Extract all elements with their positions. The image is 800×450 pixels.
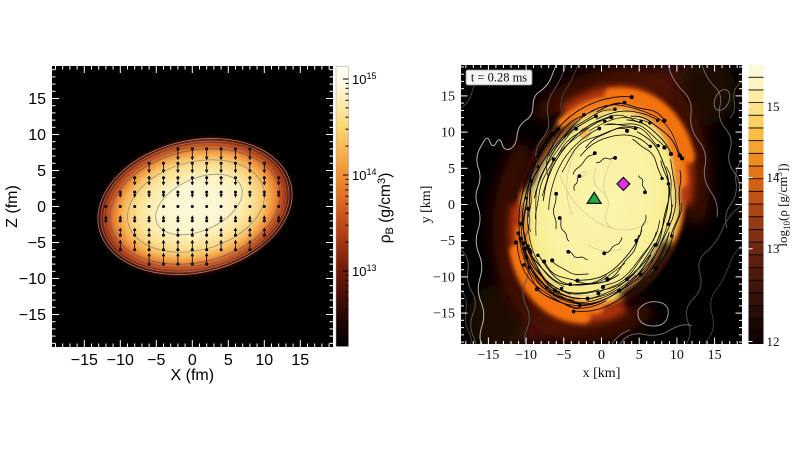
svg-text:14: 14 [767,170,781,185]
svg-text:0: 0 [598,348,605,363]
svg-text:12: 12 [767,334,780,349]
svg-text:0: 0 [188,352,197,369]
svg-text:x [km]: x [km] [583,366,621,381]
svg-text:−10: −10 [515,348,537,363]
svg-text:0: 0 [448,198,455,213]
svg-text:−15: −15 [71,352,98,369]
svg-text:5: 5 [636,348,643,363]
svg-text:−10: −10 [19,271,46,288]
svg-text:t = 0.28 ms: t = 0.28 ms [471,71,527,85]
svg-text:−15: −15 [19,307,46,324]
svg-text:5: 5 [448,162,455,177]
svg-text:15: 15 [28,91,46,108]
svg-text:5: 5 [37,163,46,180]
svg-text:Z (fm): Z (fm) [4,185,21,228]
svg-text:10: 10 [255,352,273,369]
svg-text:−15: −15 [477,348,499,363]
svg-text:y [km]: y [km] [419,186,434,224]
svg-text:−5: −5 [147,352,165,369]
svg-text:−5: −5 [28,235,46,252]
svg-text:−5: −5 [440,234,455,249]
svg-text:13: 13 [767,241,780,256]
svg-text:5: 5 [224,352,233,369]
svg-text:−10: −10 [107,352,134,369]
svg-text:ρB (g/cm3): ρB (g/cm3) [376,173,396,244]
svg-text:15: 15 [441,89,455,104]
svg-text:−5: −5 [556,348,571,363]
svg-text:10: 10 [670,348,684,363]
svg-text:X (fm): X (fm) [171,367,215,384]
svg-text:−10: −10 [433,270,455,285]
svg-text:15: 15 [767,99,780,114]
svg-text:0: 0 [37,199,46,216]
svg-text:−15: −15 [433,307,455,322]
svg-text:15: 15 [291,352,309,369]
svg-text:10: 10 [28,127,46,144]
svg-text:10: 10 [441,126,455,141]
svg-text:15: 15 [708,348,722,363]
